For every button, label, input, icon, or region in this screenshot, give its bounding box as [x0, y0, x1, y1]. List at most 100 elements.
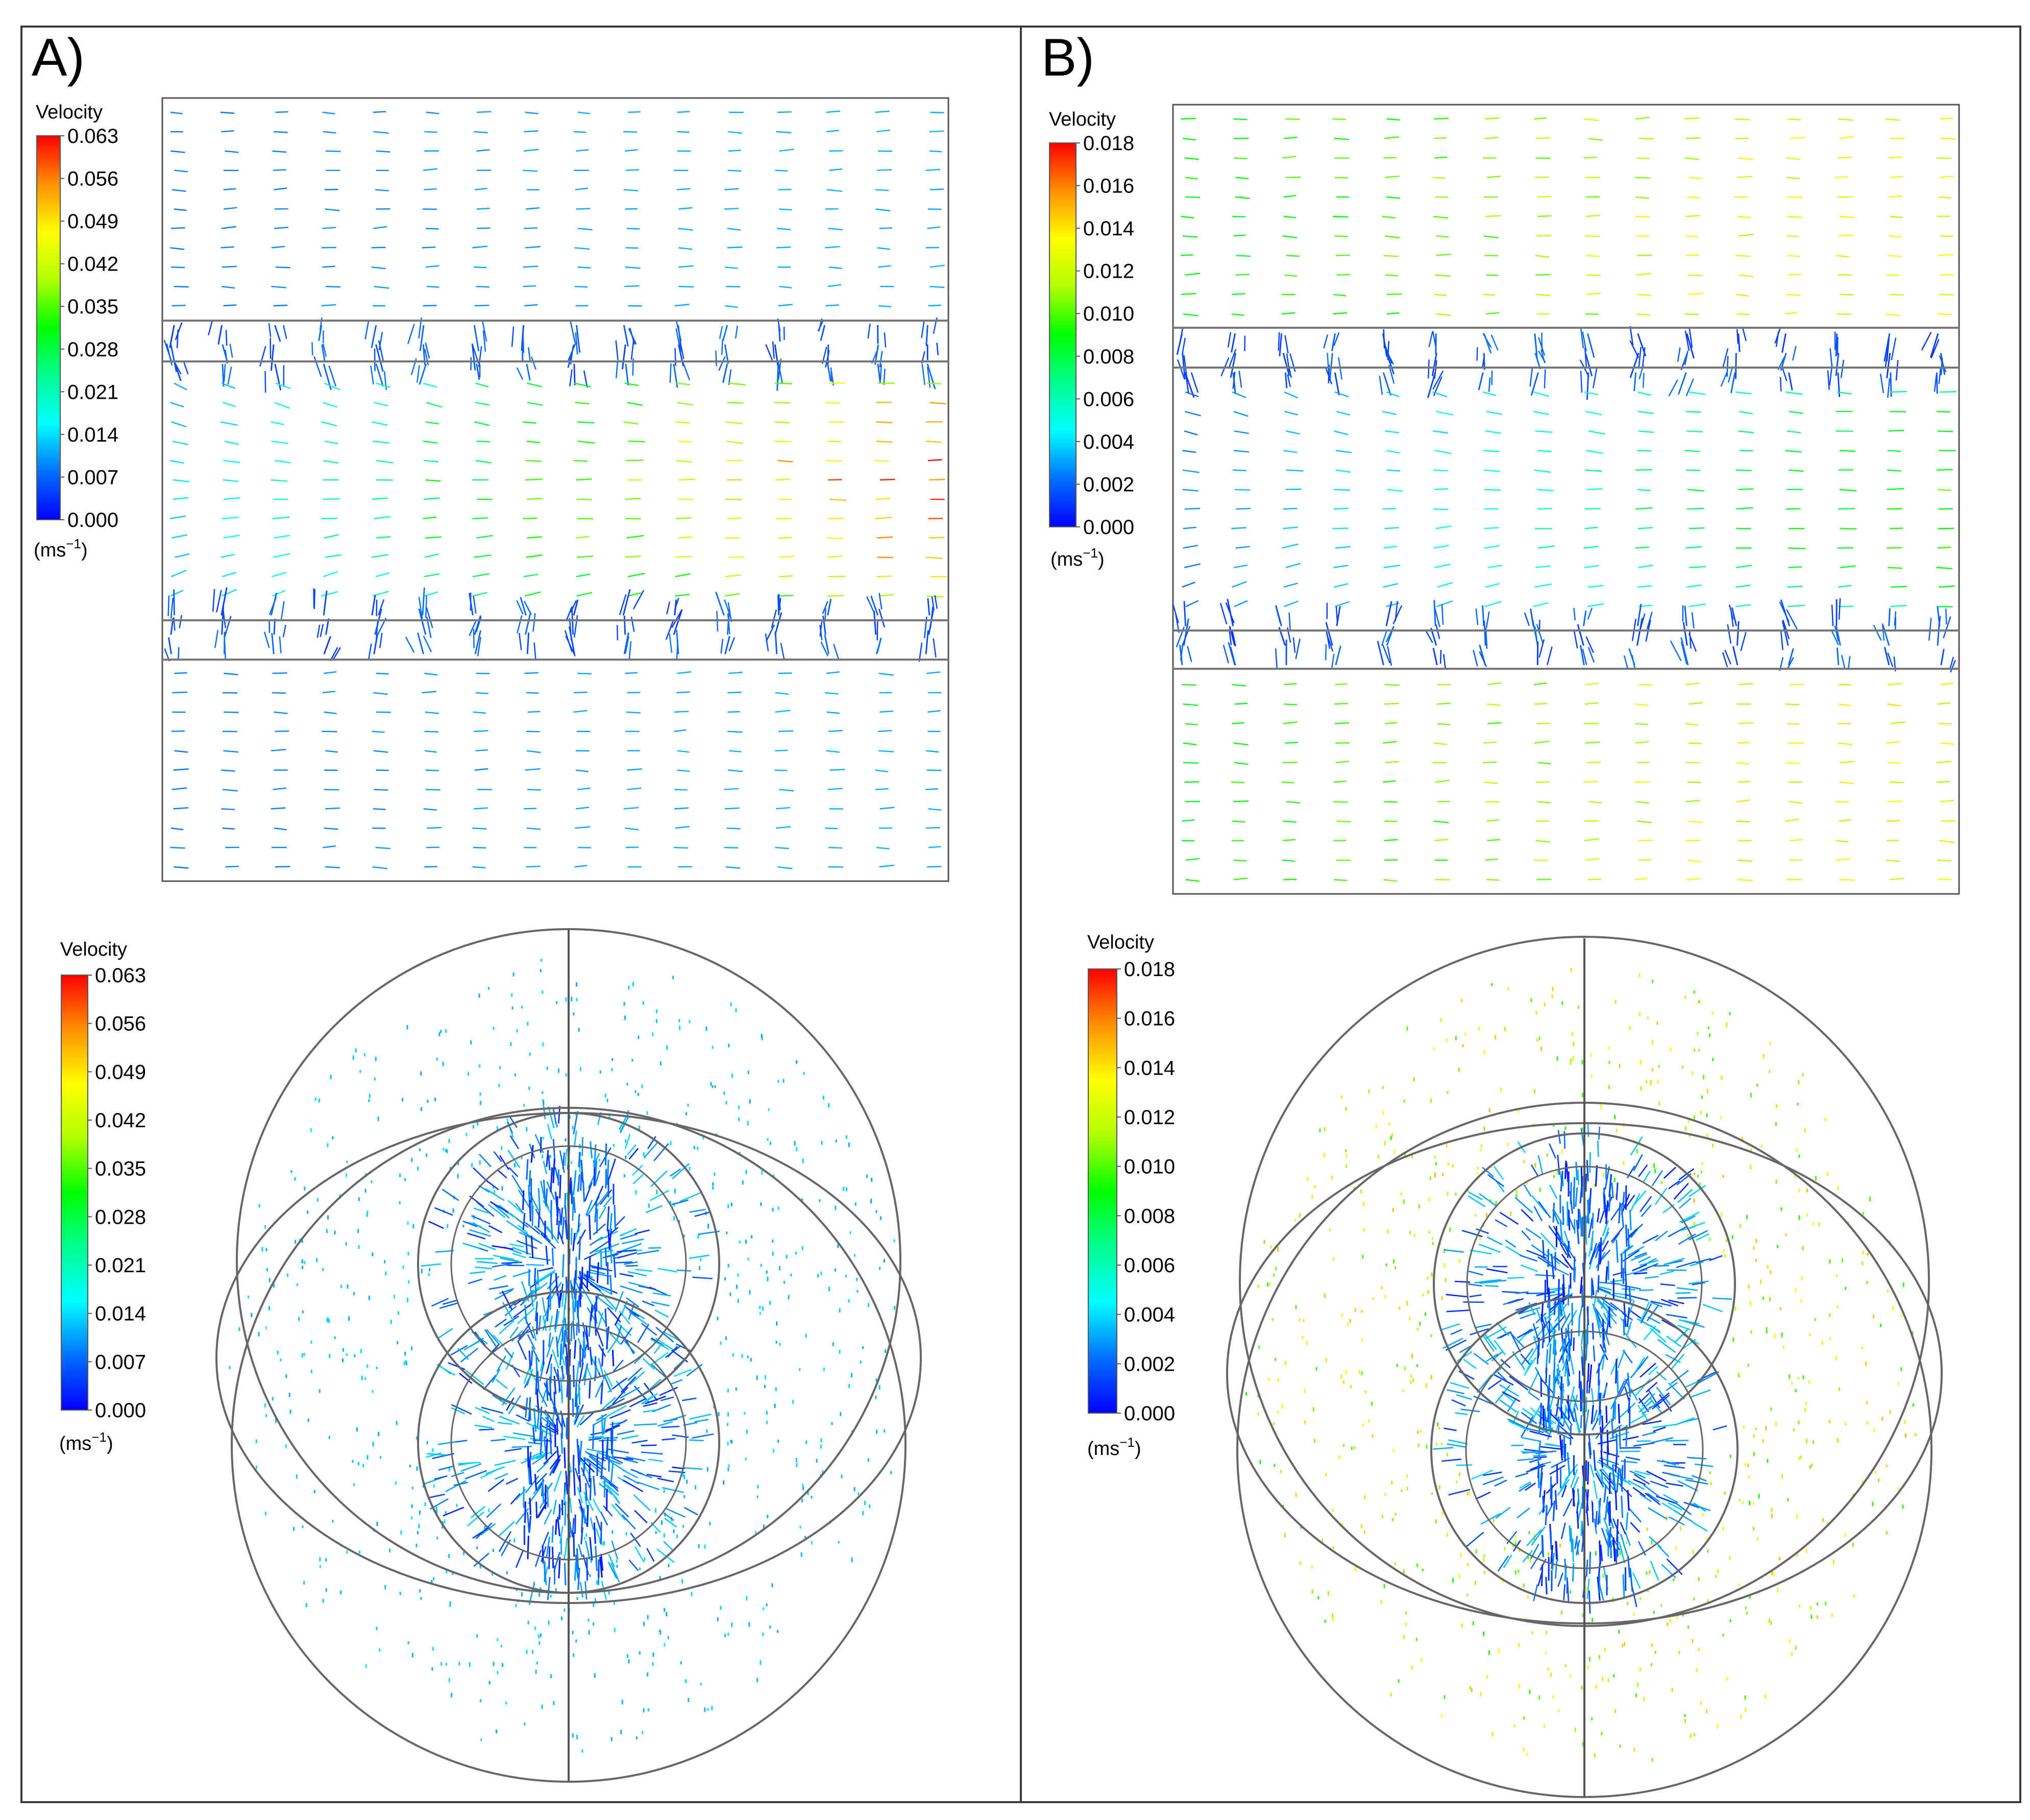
- velocity-vector: [1382, 410, 1397, 415]
- velocity-vector: [1485, 611, 1490, 628]
- velocity-vector: [1627, 1228, 1630, 1249]
- velocity-vector: [1638, 430, 1654, 433]
- velocity-vector: [776, 807, 791, 810]
- velocity-vector: [557, 1517, 560, 1537]
- velocity-vector: [1386, 450, 1401, 454]
- velocity-vector: [1652, 1424, 1675, 1428]
- velocity-vector: [1680, 637, 1689, 666]
- velocity-vector: [1522, 1451, 1536, 1454]
- velocity-vector: [1686, 1457, 1707, 1460]
- velocity-vector: [217, 325, 223, 345]
- velocity-vector: [623, 325, 629, 347]
- velocity-vector: [324, 188, 338, 190]
- velocity-vector: [501, 1291, 513, 1311]
- velocity-vector: [1526, 1465, 1546, 1473]
- velocity-vector: [225, 330, 228, 346]
- velocity-vector: [545, 1417, 555, 1427]
- velocity-vector: [828, 730, 843, 732]
- velocity-vector: [279, 636, 282, 653]
- velocity-vector: [1181, 293, 1196, 295]
- velocity-vector: [1787, 196, 1803, 199]
- velocity-vector: [1886, 839, 1899, 841]
- velocity-vector: [1581, 1345, 1584, 1366]
- velocity-vector: [1895, 617, 1896, 632]
- velocity-vector: [1540, 1303, 1544, 1322]
- velocity-vector: [174, 208, 187, 211]
- velocity-vector: [1531, 1195, 1548, 1215]
- velocity-vector: [623, 1458, 638, 1464]
- velocity-vector: [467, 1511, 484, 1527]
- velocity-vector: [1629, 1470, 1646, 1479]
- velocity-vector: [424, 750, 437, 753]
- velocity-vector: [1679, 1418, 1699, 1424]
- velocity-vector: [1588, 430, 1605, 435]
- colorbar-tick-label: 0.056: [67, 168, 118, 190]
- velocity-vector: [1610, 1200, 1625, 1221]
- velocity-vector: [676, 630, 679, 654]
- velocity-vector: [274, 227, 288, 229]
- velocity-vector: [1183, 526, 1197, 529]
- velocity-vector: [373, 111, 386, 113]
- velocity-vector: [1484, 628, 1488, 649]
- velocity-vector: [554, 1311, 560, 1333]
- velocity-vector: [1525, 1227, 1542, 1239]
- velocity-vector: [372, 497, 388, 500]
- velocity-vector: [1687, 781, 1701, 783]
- velocity-vector: [274, 131, 288, 133]
- velocity-vector: [1779, 377, 1782, 392]
- panel-b-bottom-colorbar: [1088, 968, 1117, 1414]
- velocity-vector: [523, 573, 539, 577]
- velocity-vector: [615, 1261, 633, 1264]
- velocity-vector: [617, 1430, 634, 1436]
- velocity-vector: [825, 304, 839, 307]
- velocity-vector: [472, 1222, 491, 1233]
- velocity-vector: [631, 1440, 648, 1444]
- velocity-vector: [878, 609, 885, 628]
- velocity-vector: [1656, 1387, 1671, 1406]
- velocity-vector: [535, 1354, 538, 1372]
- velocity-vector: [323, 590, 328, 616]
- velocity-vector: [1611, 1418, 1614, 1439]
- velocity-vector: [876, 441, 893, 443]
- velocity-vector: [506, 1397, 515, 1411]
- velocity-vector: [371, 595, 376, 616]
- velocity-vector: [379, 633, 383, 648]
- velocity-vector: [1619, 1375, 1630, 1396]
- velocity-vector: [478, 1243, 496, 1251]
- velocity-vector: [1517, 1328, 1533, 1339]
- velocity-vector: [1284, 391, 1298, 399]
- velocity-vector: [576, 1415, 585, 1428]
- velocity-vector: [651, 1301, 670, 1307]
- velocity-vector: [1642, 373, 1645, 388]
- velocity-vector: [1538, 1201, 1551, 1219]
- velocity-vector: [1595, 1309, 1603, 1327]
- velocity-vector: [1839, 819, 1851, 822]
- velocity-vector: [1602, 1319, 1605, 1341]
- velocity-vector: [1232, 372, 1236, 394]
- velocity-vector: [1781, 367, 1788, 381]
- velocity-vector: [1673, 1183, 1689, 1200]
- velocity-vector: [1334, 430, 1349, 435]
- velocity-vector: [926, 382, 942, 384]
- velocity-vector: [1785, 450, 1802, 453]
- velocity-vector: [425, 595, 427, 618]
- velocity-vector: [925, 556, 943, 559]
- velocity-vector: [648, 1459, 663, 1462]
- velocity-vector: [1386, 469, 1401, 472]
- velocity-vector: [583, 370, 588, 388]
- velocity-vector: [1520, 1353, 1530, 1365]
- velocity-vector: [1788, 118, 1801, 121]
- velocity-vector: [562, 1152, 565, 1169]
- velocity-vector: [575, 187, 589, 190]
- velocity-vector: [1537, 762, 1551, 765]
- velocity-vector: [1612, 1465, 1616, 1491]
- velocity-vector: [827, 598, 832, 616]
- velocity-vector: [1573, 1177, 1576, 1203]
- velocity-vector: [725, 574, 741, 577]
- velocity-vector: [604, 1296, 618, 1311]
- velocity-vector: [1184, 157, 1199, 160]
- velocity-vector: [1486, 274, 1499, 276]
- velocity-vector: [577, 1487, 583, 1503]
- velocity-vector: [1235, 177, 1249, 180]
- velocity-vector: [1435, 274, 1451, 277]
